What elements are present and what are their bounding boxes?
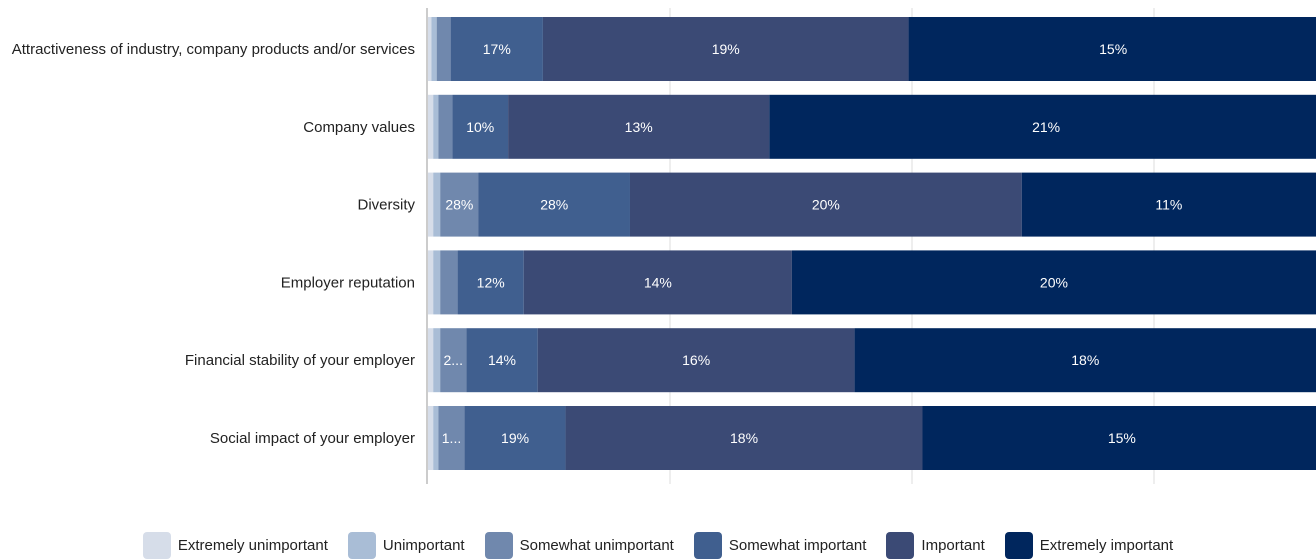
bar-segment xyxy=(428,94,434,159)
data-label: 14% xyxy=(488,352,516,368)
legend-swatch xyxy=(347,532,376,559)
bar-segment xyxy=(431,17,437,81)
legend-swatch xyxy=(886,532,915,559)
bar-segment xyxy=(466,328,538,393)
bar-segment xyxy=(440,250,458,315)
bar-segment xyxy=(537,328,855,393)
category-label: Employer reputation xyxy=(281,274,415,291)
bar-segment xyxy=(436,17,451,81)
legend-item[interactable]: Unimportant xyxy=(347,532,465,559)
category-label: Financial stability of your employer xyxy=(185,352,415,369)
data-label: 19% xyxy=(712,41,740,57)
bar-segment xyxy=(440,172,479,237)
gridlines xyxy=(426,8,1155,484)
bar-segment xyxy=(457,250,524,315)
data-label: 12% xyxy=(477,274,505,290)
legend-swatch xyxy=(484,532,513,559)
bar-segment xyxy=(433,328,441,393)
bar-segment xyxy=(629,172,1022,237)
legend-swatch xyxy=(142,532,171,559)
data-label: 20% xyxy=(812,197,840,213)
bar-segment xyxy=(452,94,509,159)
data-label: 20% xyxy=(1040,274,1068,290)
data-label: 10% xyxy=(466,119,494,135)
legend-label: Somewhat unimportant xyxy=(519,537,674,554)
bar-segment xyxy=(508,94,770,159)
legend-label: Extremely unimportant xyxy=(177,537,328,554)
bar-segment xyxy=(791,250,1316,315)
bar-labels: 17% 19% 15% 10% 13% 21% 28% 28% 20% 11% 12% 14% 20% 2… xyxy=(442,41,1183,446)
bar-segment xyxy=(428,406,434,470)
category-label: Social impact of your employer xyxy=(210,430,415,447)
data-label: 16% xyxy=(682,352,710,368)
bar-segment xyxy=(565,406,923,470)
legend-item[interactable]: Extremely unimportant xyxy=(142,532,328,559)
category-labels: Attractiveness of industry, company prod… xyxy=(12,41,416,447)
bar-segment xyxy=(440,328,467,393)
bar-segment xyxy=(523,250,792,315)
bar-segment xyxy=(433,250,441,315)
data-label: 15% xyxy=(1099,41,1127,57)
bar-segment xyxy=(769,94,1316,159)
legend-swatch xyxy=(1004,532,1033,559)
legend-item[interactable]: Somewhat important xyxy=(693,532,867,559)
data-label: 14% xyxy=(644,274,672,290)
data-label: 18% xyxy=(1071,352,1099,368)
legend-label: Somewhat important xyxy=(728,537,867,554)
bar-segment xyxy=(433,172,441,237)
bar-segment xyxy=(428,172,434,237)
bar-segment xyxy=(854,328,1316,393)
legend-item[interactable]: Somewhat unimportant xyxy=(484,532,674,559)
stacked-bar-chart: Attractiveness of industry, company prod… xyxy=(12,8,1316,484)
category-label: Attractiveness of industry, company prod… xyxy=(12,41,415,58)
bar-segment xyxy=(922,406,1316,470)
data-label: 21% xyxy=(1032,119,1060,135)
data-label: 1... xyxy=(442,430,461,446)
data-label: 28% xyxy=(540,197,568,213)
data-label: 28% xyxy=(445,197,473,213)
bar-segment xyxy=(908,17,1316,81)
data-label: 19% xyxy=(501,430,529,446)
data-label: 13% xyxy=(625,119,653,135)
legend-label: Unimportant xyxy=(382,537,465,554)
category-label: Company values xyxy=(303,119,415,136)
bar-segment xyxy=(438,94,453,159)
legend-label: Extremely important xyxy=(1039,537,1174,554)
bar-segment xyxy=(428,328,434,393)
bar-segment xyxy=(1021,172,1316,237)
bar-segment xyxy=(542,17,909,81)
bar-segment xyxy=(428,17,432,81)
bar-segment xyxy=(450,17,543,81)
data-label: 17% xyxy=(483,41,511,57)
bar-segment xyxy=(428,250,434,315)
legend-item[interactable]: Important xyxy=(886,532,985,559)
bar-segment xyxy=(464,406,566,470)
bar-segment xyxy=(433,406,439,470)
bar-segment xyxy=(438,406,465,470)
bar-segment xyxy=(478,172,630,237)
data-label: 18% xyxy=(730,430,758,446)
legend-swatch xyxy=(693,532,722,559)
data-label: 2... xyxy=(444,352,463,368)
legend: Extremely unimportant Unimportant Somewhat… xyxy=(0,532,1316,559)
bars xyxy=(428,17,1316,470)
bar-segment xyxy=(433,94,439,159)
category-label: Diversity xyxy=(357,197,415,214)
data-label: 11% xyxy=(1155,197,1182,213)
legend-item[interactable]: Extremely important xyxy=(1004,532,1174,559)
legend-label: Important xyxy=(921,537,985,554)
data-label: 15% xyxy=(1108,430,1136,446)
